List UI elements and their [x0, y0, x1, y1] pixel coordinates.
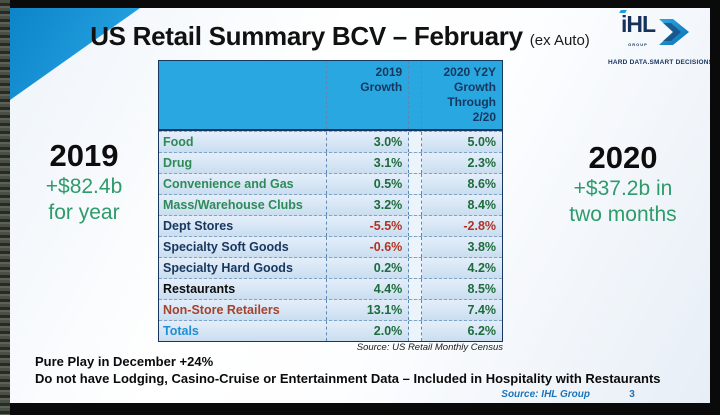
row-2020-value: 2.3%: [467, 156, 497, 170]
ihl-logo-group-text: GROUP: [628, 42, 648, 47]
table-row: Non-Store Retailers 13.1% 7.4%: [159, 299, 502, 320]
slide-title-row: US Retail Summary BCV – February (ex Aut…: [70, 21, 610, 52]
column-spacer: [409, 153, 423, 173]
row-label: Food: [159, 132, 328, 152]
row-2019-value: -0.6%: [327, 237, 410, 257]
note-pure-play: Pure Play in December +24%: [35, 354, 214, 369]
table-row: Dept Stores -5.5% -2.8%: [159, 215, 502, 236]
ihl-logo: iHL GROUP HARD DATA.SMART DECISIONS: [608, 10, 710, 66]
page-title: US Retail Summary BCV – February: [90, 21, 523, 51]
row-label: Mass/Warehouse Clubs: [159, 195, 328, 215]
column-spacer: [409, 195, 423, 215]
callout-2020: 2020 +$37.2b in two months: [538, 140, 708, 228]
ihl-logo-tagline: HARD DATA.SMART DECISIONS: [608, 59, 710, 66]
row-2019-value: 3.2%: [327, 195, 410, 215]
slide-notes: Pure Play in December +24% Do not have L…: [35, 353, 700, 387]
row-2020-value: 8.6%: [467, 177, 497, 191]
row-label: Totals: [159, 321, 328, 341]
callout-2020-period: two months: [569, 203, 677, 226]
presentation-slide: US Retail Summary BCV – February (ex Aut…: [10, 8, 710, 403]
header-spacer: [409, 61, 423, 129]
column-spacer: [409, 132, 423, 152]
callout-2020-amount: +$37.2b in: [573, 177, 673, 200]
column-spacer: [409, 321, 423, 341]
row-2019-value: 2.0%: [327, 321, 410, 341]
row-2020-value: 3.8%: [467, 240, 497, 254]
row-2020-value: -2.8%: [463, 219, 497, 233]
column-spacer: [409, 279, 423, 299]
header-2020-growth: 2020 Y2Y Growth Through 2/20: [443, 65, 497, 124]
note-lodging: Do not have Lodging, Casino-Cruise or En…: [35, 371, 661, 386]
header-category: [159, 61, 328, 129]
row-label: Convenience and Gas: [159, 174, 328, 194]
row-2020-value: 7.4%: [467, 303, 497, 317]
footer-source: Source: IHL Group: [501, 389, 590, 400]
table-row: Restaurants 4.4% 8.5%: [159, 278, 502, 299]
row-2019-value: 0.5%: [327, 174, 410, 194]
row-2019-value: 0.2%: [327, 258, 410, 278]
column-spacer: [409, 258, 423, 278]
row-2020-value: 4.2%: [467, 261, 497, 275]
row-2019-value: 3.1%: [327, 153, 410, 173]
column-spacer: [409, 216, 423, 236]
table-header-row: 2019 Growth 2020 Y2Y Growth Through 2/20: [159, 61, 502, 131]
arrow-chevron-icon: [657, 17, 691, 52]
column-spacer: [409, 174, 423, 194]
table-row: Specialty Soft Goods -0.6% 3.8%: [159, 236, 502, 257]
table-row: Food 3.0% 5.0%: [159, 131, 502, 152]
row-label: Dept Stores: [159, 216, 328, 236]
header-2019-growth: 2019 Growth: [327, 61, 410, 129]
column-spacer: [409, 237, 423, 257]
ihl-logo-text: iHL GROUP: [619, 10, 656, 57]
table-row: Drug 3.1% 2.3%: [159, 152, 502, 173]
callout-2019: 2019 +$82.4b for year: [10, 138, 158, 226]
row-label: Drug: [159, 153, 328, 173]
row-2020-value: 5.0%: [467, 135, 497, 149]
table-row: Mass/Warehouse Clubs 3.2% 8.4%: [159, 194, 502, 215]
callout-2019-amount: +$82.4b: [45, 175, 123, 198]
retail-summary-table: 2019 Growth 2020 Y2Y Growth Through 2/20…: [158, 60, 503, 342]
row-2020-value: 6.2%: [467, 324, 497, 338]
row-2019-value: -5.5%: [327, 216, 410, 236]
row-label: Restaurants: [159, 279, 328, 299]
page-title-suffix: (ex Auto): [529, 32, 590, 49]
callout-2019-year: 2019: [49, 138, 119, 173]
row-label: Specialty Hard Goods: [159, 258, 328, 278]
table-row: Specialty Hard Goods 0.2% 4.2%: [159, 257, 502, 278]
page-number: 3: [629, 389, 635, 400]
row-2019-value: 4.4%: [327, 279, 410, 299]
column-spacer: [409, 300, 423, 320]
table-source-note: Source: US Retail Monthly Census: [356, 342, 503, 353]
row-2020-value: 8.4%: [467, 198, 497, 212]
table-row: Convenience and Gas 0.5% 8.6%: [159, 173, 502, 194]
row-2019-value: 3.0%: [327, 132, 410, 152]
video-edge-strip: [0, 0, 10, 415]
row-label: Non-Store Retailers: [159, 300, 328, 320]
callout-2019-period: for year: [48, 201, 120, 224]
row-label: Specialty Soft Goods: [159, 237, 328, 257]
callout-2020-year: 2020: [588, 140, 658, 175]
row-2019-value: 13.1%: [327, 300, 410, 320]
table-row: Totals 2.0% 6.2%: [159, 320, 502, 341]
row-2020-value: 8.5%: [467, 282, 497, 296]
